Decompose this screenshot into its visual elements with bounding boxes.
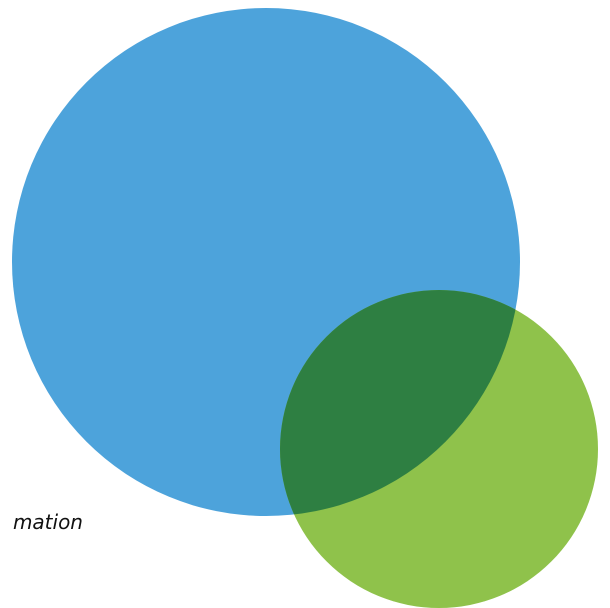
caption-clip: mation [0,508,240,548]
caption-text: mation [12,510,83,534]
